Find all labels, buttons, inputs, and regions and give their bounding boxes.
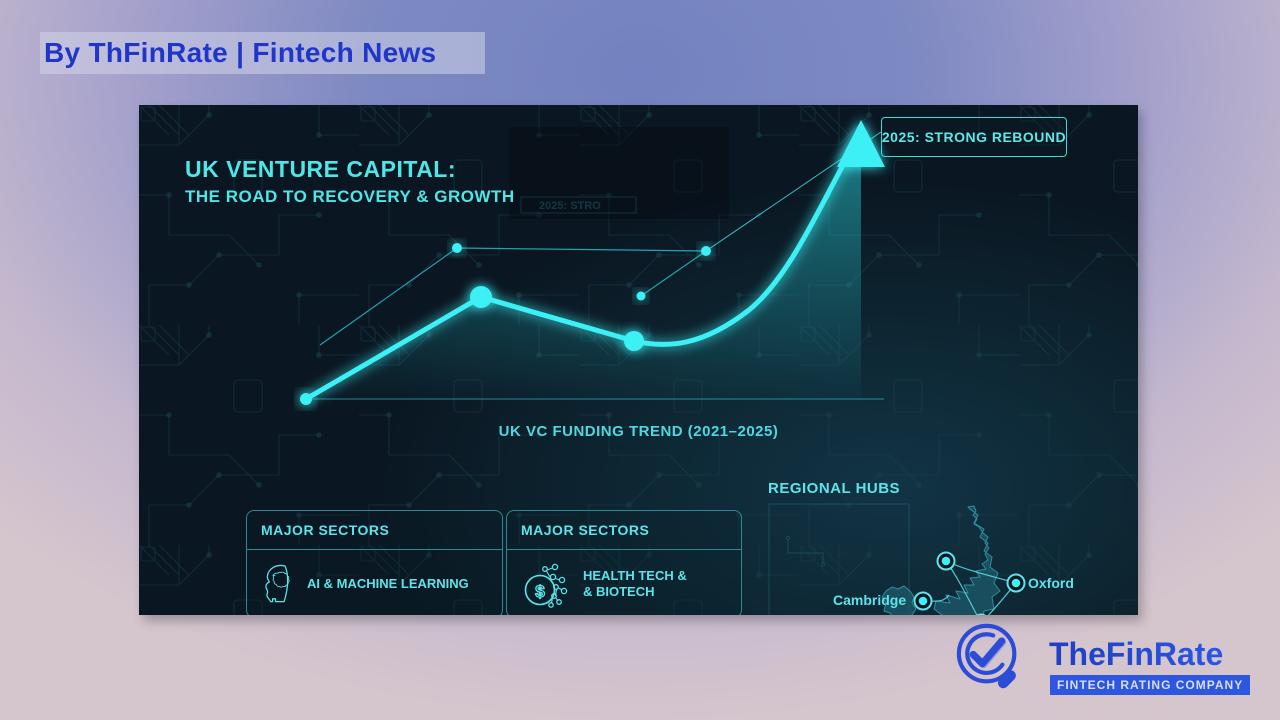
svg-text:$: $ [535,582,545,601]
svg-text:Cambridge: Cambridge [833,592,906,608]
svg-text:Oxford: Oxford [1028,575,1074,591]
